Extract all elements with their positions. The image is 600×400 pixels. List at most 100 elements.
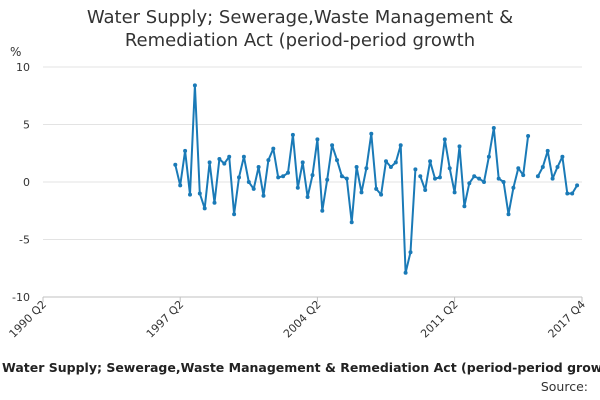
data-point — [276, 175, 281, 180]
y-tick-label: 0 — [23, 176, 30, 189]
data-point — [349, 220, 354, 225]
data-point — [335, 158, 339, 163]
data-point — [501, 180, 506, 184]
data-point — [570, 191, 575, 196]
data-point — [555, 165, 560, 169]
y-tick-label: -10 — [12, 291, 30, 304]
data-point — [295, 185, 300, 190]
x-tick-label: 1990 Q2 — [7, 298, 50, 341]
data-point — [535, 174, 540, 179]
data-point — [491, 126, 496, 130]
data-point — [398, 143, 403, 148]
x-tick-label: 2017 Q4 — [546, 298, 589, 341]
data-point — [232, 212, 237, 217]
data-point — [300, 160, 305, 165]
data-point — [339, 174, 344, 179]
data-point — [462, 204, 467, 209]
data-point — [393, 160, 398, 165]
data-point — [227, 154, 232, 159]
data-point — [183, 148, 188, 153]
data-point — [477, 176, 482, 181]
data-point — [237, 175, 241, 180]
data-point — [418, 174, 423, 179]
data-point — [437, 175, 442, 180]
data-point — [442, 137, 447, 142]
data-point — [188, 192, 192, 197]
legend-label: Water Supply; Sewerage,Waste Management … — [2, 360, 600, 375]
data-point — [246, 180, 251, 184]
data-point — [266, 158, 271, 163]
data-point — [472, 174, 477, 179]
data-point — [192, 83, 197, 88]
data-point — [281, 174, 286, 179]
data-point — [482, 180, 486, 184]
series-layer — [173, 83, 580, 275]
data-point — [173, 162, 178, 167]
data-point — [369, 131, 374, 136]
data-point — [506, 212, 511, 217]
data-point — [408, 250, 413, 255]
data-point — [428, 159, 433, 164]
data-point — [433, 176, 437, 181]
data-point — [516, 166, 521, 171]
data-point — [545, 148, 550, 153]
data-point — [550, 176, 555, 181]
data-point — [565, 191, 570, 196]
y-tick-label: 10 — [16, 61, 30, 74]
data-point — [467, 181, 472, 186]
data-point — [423, 188, 428, 192]
data-point — [374, 186, 379, 191]
data-point — [384, 159, 388, 164]
source-label: Source: — [540, 379, 588, 394]
data-point — [511, 185, 516, 190]
gridlines — [43, 66, 582, 240]
x-tick-label: 2004 Q2 — [281, 298, 324, 341]
data-point — [486, 154, 491, 159]
data-point — [222, 161, 227, 166]
data-point — [521, 173, 526, 178]
data-point — [388, 165, 393, 169]
y-tick-label: -5 — [19, 234, 30, 247]
data-point — [496, 176, 501, 181]
data-point — [290, 132, 295, 137]
data-point — [315, 137, 320, 142]
data-point — [540, 165, 545, 169]
data-point — [452, 190, 457, 195]
y-tick-label: 5 — [23, 119, 30, 132]
x-tick-label: 2011 Q2 — [418, 298, 461, 341]
x-tick-label: 1997 Q2 — [144, 298, 187, 341]
data-point — [379, 192, 384, 197]
data-point — [447, 166, 452, 171]
data-point — [178, 183, 183, 188]
data-point — [344, 176, 349, 181]
data-point — [261, 193, 266, 198]
data-point — [305, 195, 310, 199]
data-point — [217, 157, 222, 161]
data-point — [575, 183, 580, 188]
data-point — [251, 186, 256, 191]
data-point — [207, 160, 212, 165]
data-point — [330, 143, 335, 148]
data-point — [560, 154, 565, 159]
data-point — [286, 170, 290, 175]
data-point — [256, 165, 261, 169]
series-line — [537, 149, 578, 195]
data-point — [212, 200, 217, 205]
data-point — [310, 173, 315, 178]
data-point — [202, 206, 207, 211]
data-point — [359, 190, 364, 195]
data-point — [197, 191, 202, 196]
data-point — [403, 270, 408, 275]
data-point — [364, 166, 369, 171]
legend-item: Water Supply; Sewerage,Waste Management … — [0, 360, 600, 375]
chart-title-line1: Water Supply; Sewerage,Waste Management … — [86, 7, 514, 28]
chart-title-line2: Remediation Act (period-period growth — [124, 30, 476, 51]
series-line — [419, 127, 530, 216]
data-point — [320, 208, 325, 213]
data-point — [241, 154, 246, 159]
y-axis-label: % — [10, 45, 21, 59]
data-point — [325, 177, 330, 182]
data-point — [271, 146, 276, 151]
